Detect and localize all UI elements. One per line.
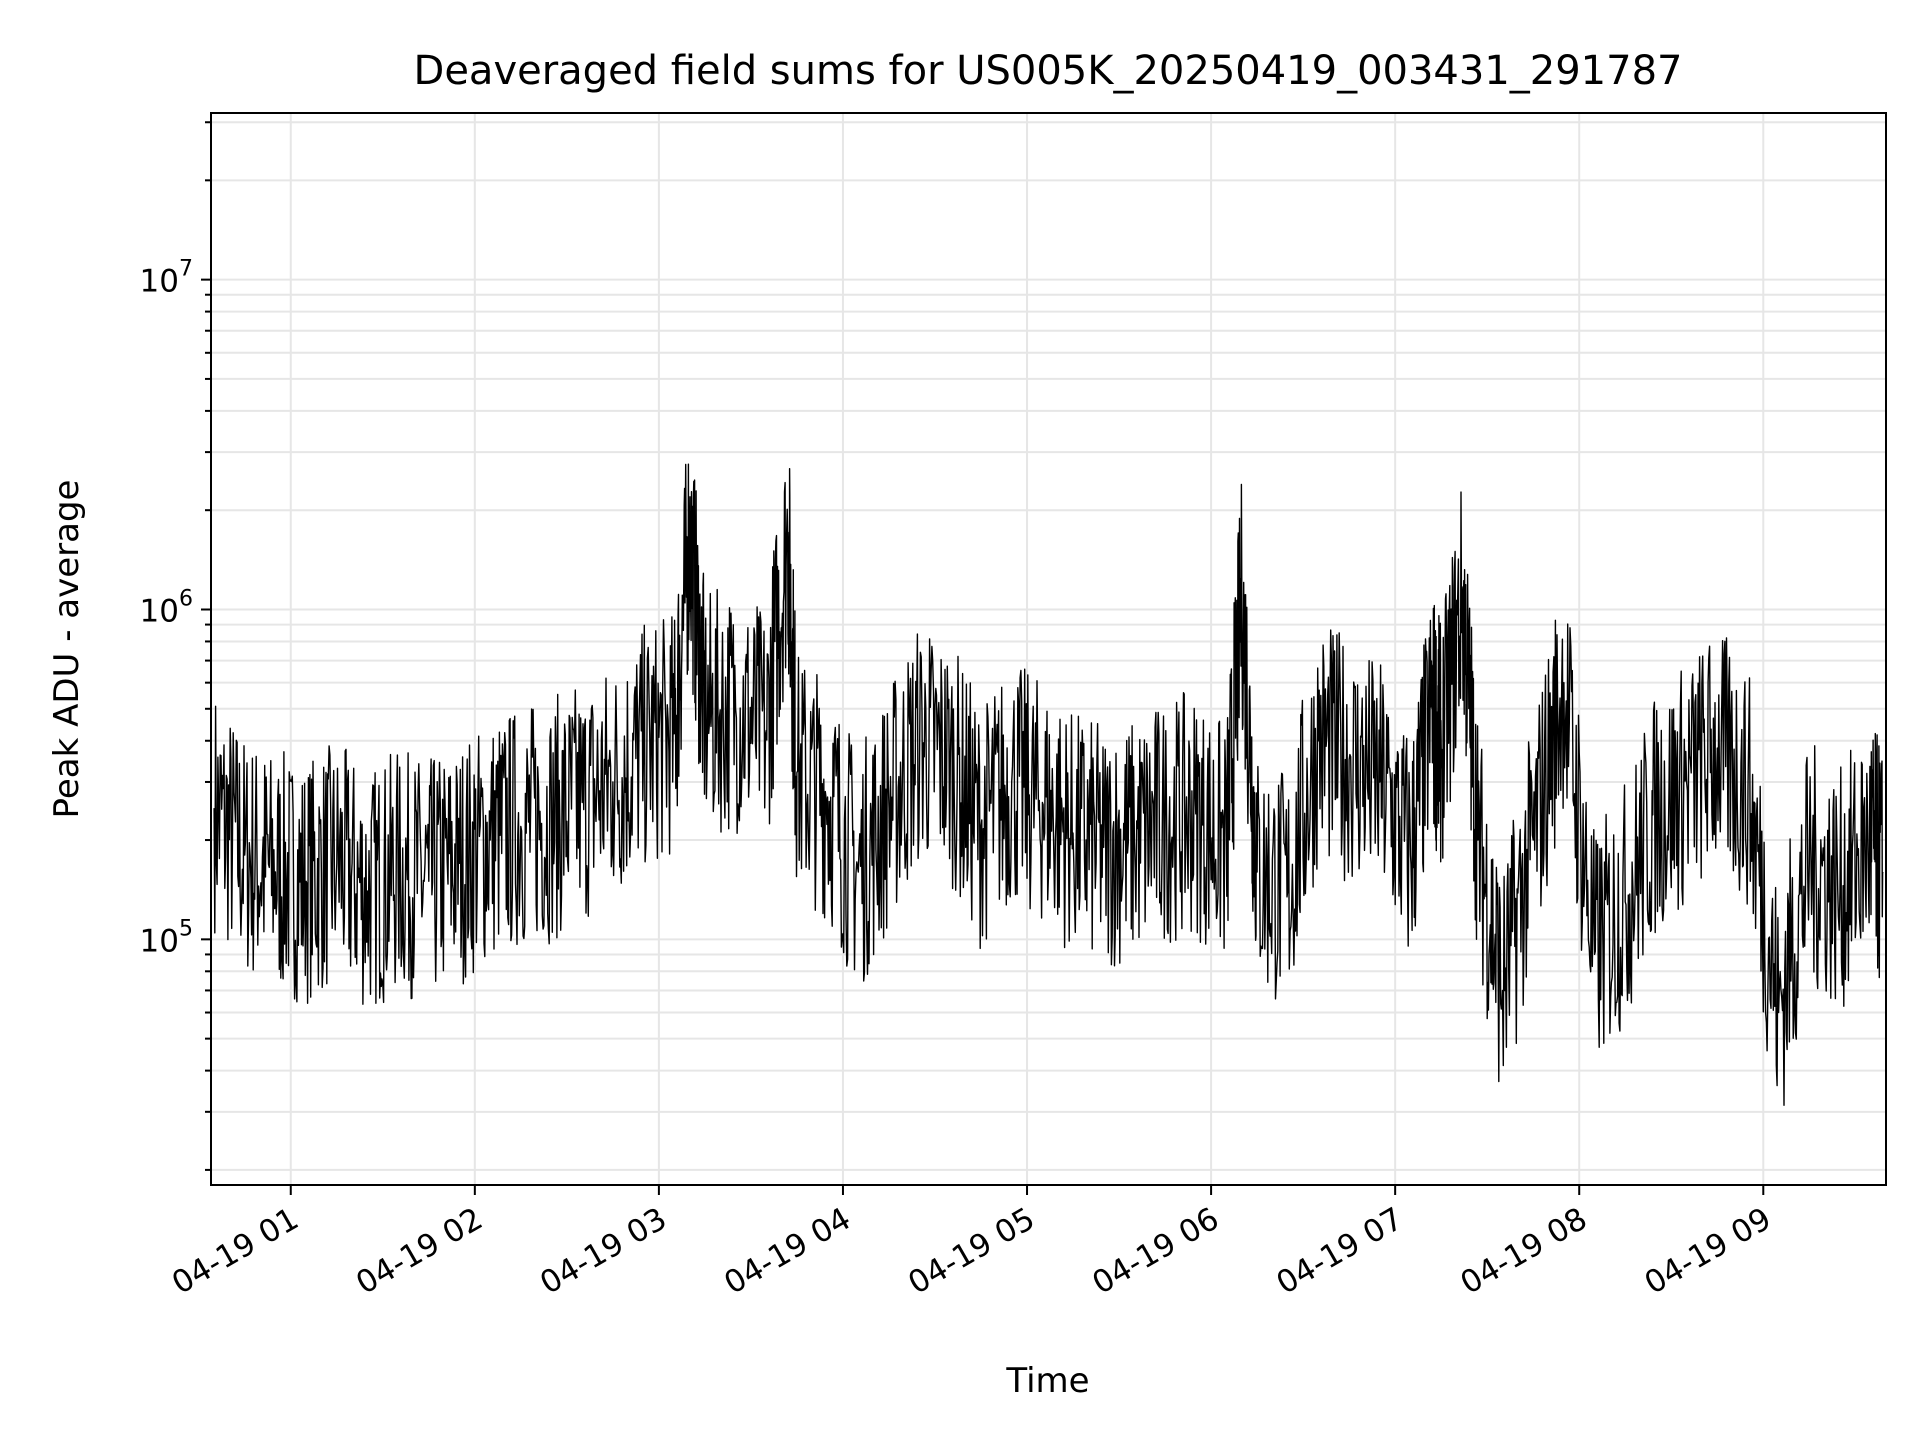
x-tick-label: 04-19 07 [1270,1201,1409,1302]
plot-frame [210,112,1887,1186]
x-tick-label: 04-19 06 [1086,1201,1225,1302]
x-tick-label: 04-19 08 [1455,1201,1594,1302]
series-line [213,463,1884,1106]
grid-layer [211,113,1886,1185]
x-tick-label: 04-19 01 [166,1201,305,1302]
x-tick-label: 04-19 02 [350,1201,489,1302]
chart-title: Deaveraged field sums for US005K_2025041… [414,48,1683,94]
y-tick-label: 106 [140,586,193,629]
y-axis-label: Peak ADU - average [47,480,87,819]
x-tick-label: 04-19 09 [1639,1201,1778,1302]
y-tick-label: 105 [140,916,193,959]
x-axis-label: Time [1005,1361,1089,1401]
x-tick-label: 04-19 05 [902,1201,1041,1302]
y-axis-ticks: 105 106 107 [140,121,211,1171]
x-axis-ticks: 04-19 01 04-19 02 04-19 03 04-19 04 04-19 05… [166,1185,1777,1302]
x-tick-label: 04-19 03 [534,1201,673,1302]
x-tick-label: 04-19 04 [718,1201,857,1302]
y-tick-label: 107 [140,257,193,300]
